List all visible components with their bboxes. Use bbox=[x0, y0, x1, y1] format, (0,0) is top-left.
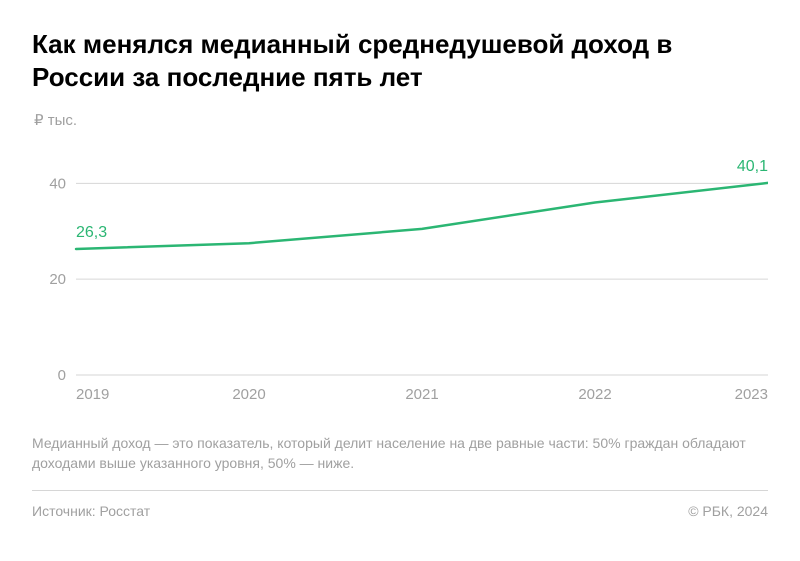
svg-text:40: 40 bbox=[49, 175, 66, 192]
svg-text:2019: 2019 bbox=[76, 386, 109, 403]
svg-text:20: 20 bbox=[49, 271, 66, 288]
source-label: Источник: Росстат bbox=[32, 503, 150, 519]
chart-note: Медианный доход — это показатель, которы… bbox=[32, 433, 768, 474]
svg-text:26,3: 26,3 bbox=[76, 224, 107, 241]
chart-area: 0 20 40 2019 2020 2021 2022 2023 26,3 40,1 bbox=[32, 135, 768, 415]
chart-footer: Источник: Росстат © РБК, 2024 bbox=[32, 503, 768, 519]
svg-text:40,1: 40,1 bbox=[737, 158, 768, 175]
svg-text:2021: 2021 bbox=[405, 386, 438, 403]
line-chart: 0 20 40 2019 2020 2021 2022 2023 26,3 40,1 bbox=[32, 135, 768, 415]
svg-text:2020: 2020 bbox=[232, 386, 265, 403]
footer-divider bbox=[32, 490, 768, 491]
chart-title: Как менялся медианный среднедушевой дохо… bbox=[32, 28, 768, 93]
copyright-label: © РБК, 2024 bbox=[688, 503, 768, 519]
svg-text:2022: 2022 bbox=[578, 386, 611, 403]
svg-text:2023: 2023 bbox=[735, 386, 768, 403]
svg-text:0: 0 bbox=[58, 367, 66, 384]
y-axis-unit: ₽ тыс. bbox=[34, 111, 768, 129]
